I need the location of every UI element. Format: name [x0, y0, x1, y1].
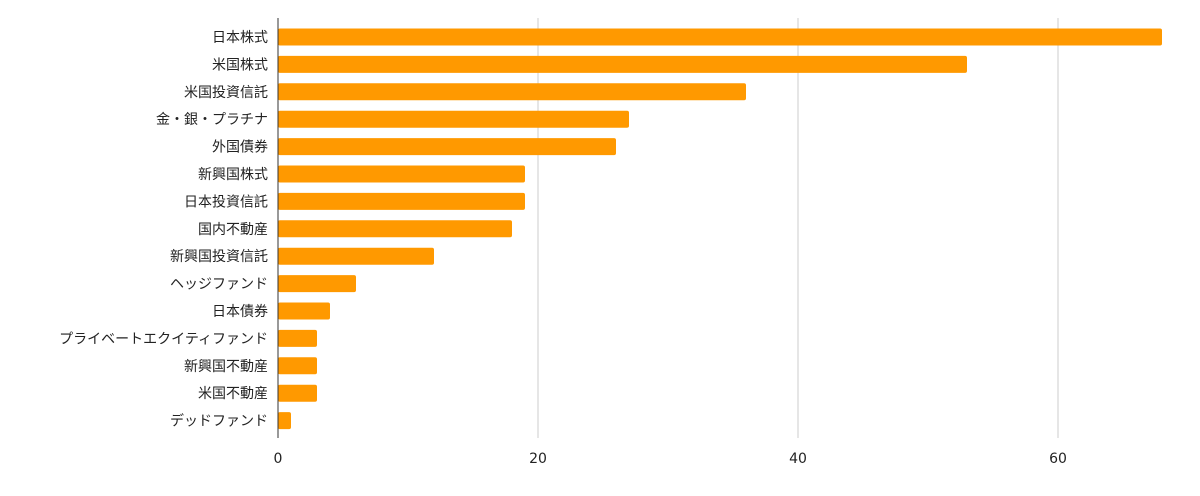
- bar: [278, 55, 967, 73]
- category-label: 金・銀・プラチナ: [156, 112, 268, 128]
- bar: [278, 329, 317, 347]
- x-tick-label: 0: [274, 451, 283, 467]
- bars: [278, 28, 1162, 430]
- bar: [278, 220, 512, 238]
- category-label: 米国不動産: [198, 386, 268, 402]
- bar: [278, 110, 629, 128]
- bar: [278, 384, 317, 402]
- bar: [278, 275, 356, 293]
- category-label: 新興国株式: [198, 167, 268, 183]
- category-label: デッドファンド: [170, 413, 268, 430]
- category-label: 日本株式: [212, 30, 268, 46]
- category-label: 国内不動産: [198, 222, 268, 238]
- x-tick-labels: 0 20 40 60: [274, 451, 1067, 467]
- bar: [278, 192, 525, 210]
- category-label: 日本投資信託: [184, 194, 268, 210]
- x-tick-label: 60: [1049, 451, 1067, 467]
- x-tick-label: 40: [789, 451, 807, 467]
- category-label: 米国投資信託: [184, 85, 268, 101]
- bar: [278, 247, 434, 265]
- category-labels: 日本株式米国株式米国投資信託金・銀・プラチナ外国債券新興国株式日本投資信託国内不…: [59, 30, 268, 430]
- bar: [278, 83, 746, 101]
- bar: [278, 138, 616, 156]
- bar: [278, 412, 291, 430]
- bar: [278, 302, 330, 320]
- grid-lines: [537, 18, 1059, 438]
- category-label: 外国債券: [212, 140, 268, 156]
- bar: [278, 357, 317, 375]
- category-label: 日本債券: [212, 304, 268, 320]
- category-label: プライベートエクイティファンド: [59, 331, 268, 347]
- bar: [278, 28, 1162, 46]
- category-label: 米国株式: [212, 57, 268, 73]
- category-label: ヘッジファンド: [170, 277, 268, 293]
- category-label: 新興国投資信託: [170, 249, 268, 265]
- x-tick-label: 20: [529, 451, 547, 467]
- bar: [278, 165, 525, 183]
- category-label: 新興国不動産: [184, 359, 268, 375]
